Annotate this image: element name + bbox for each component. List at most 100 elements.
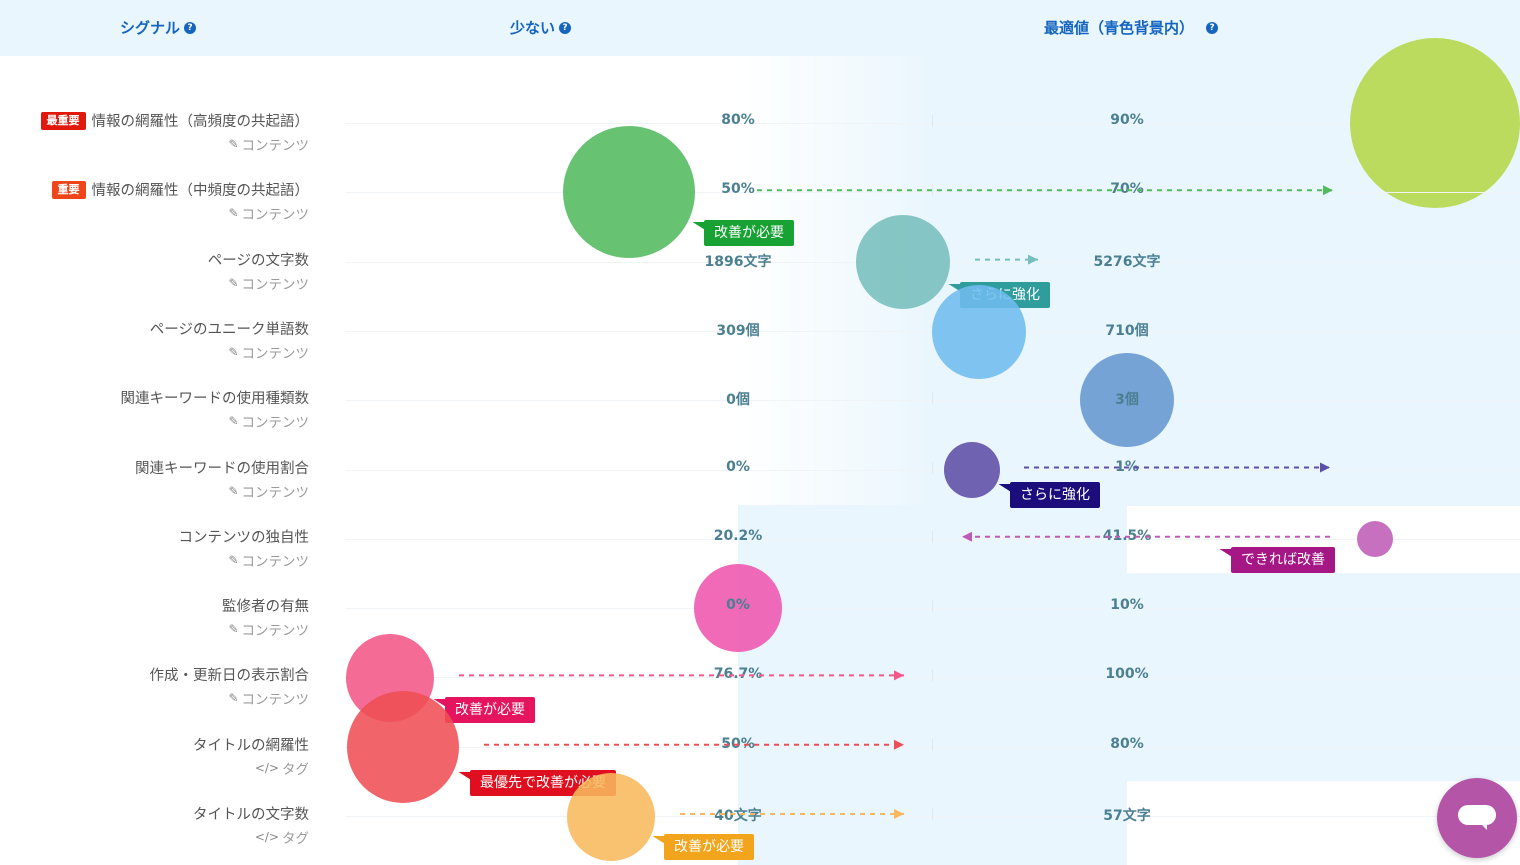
score-bubble xyxy=(856,215,950,309)
mid-tick xyxy=(932,115,933,127)
signal-name: タイトルの網羅性 xyxy=(193,737,309,754)
signal-category: ✎ コンテンツ xyxy=(228,203,309,223)
optimal-range-background xyxy=(738,505,1127,865)
signal-label: 重要 情報の網羅性（中頻度の共起語） xyxy=(51,179,310,200)
signal-name: 情報の網羅性（高頻度の共起語） xyxy=(91,114,310,130)
optimal-value: 100% xyxy=(1105,666,1149,683)
low-value: 0個 xyxy=(726,392,750,409)
signal-label: コンテンツの独自性 xyxy=(179,526,310,547)
signal-name: 情報の網羅性（中頻度の共起語） xyxy=(91,183,310,200)
help-icon[interactable]: ? xyxy=(1206,21,1219,34)
score-bubble xyxy=(932,285,1026,379)
signal-label: ページの文字数 xyxy=(208,249,309,270)
signal-category: ✎ コンテンツ xyxy=(228,481,309,501)
signal-name: ページのユニーク単語数 xyxy=(149,321,309,338)
trend-arrow-head xyxy=(1028,254,1038,265)
status-callout: さらに強化 xyxy=(1010,482,1100,508)
help-icon[interactable]: ? xyxy=(559,21,572,34)
trend-arrow-head xyxy=(894,670,904,681)
low-value: 0% xyxy=(726,597,750,614)
signal-label: 最重要 情報の網羅性（高頻度の共起語） xyxy=(40,110,310,131)
optimal-value: 5276文字 xyxy=(1093,253,1161,270)
status-callout: 改善が必要 xyxy=(664,834,754,860)
category-label: コンテンツ xyxy=(241,138,310,154)
signal-category: ✎ コンテンツ xyxy=(228,688,309,708)
optimal-value: 710個 xyxy=(1105,322,1149,339)
score-bubble xyxy=(1080,353,1174,447)
edit-icon: ✎ xyxy=(228,275,239,290)
signal-category: </> タグ xyxy=(255,827,309,847)
signal-category: ✎ コンテンツ xyxy=(228,134,309,154)
code-icon: </> xyxy=(254,830,279,844)
signal-name: 関連キーワードの使用割合 xyxy=(135,460,309,477)
low-value: 20.2% xyxy=(713,527,763,544)
optimal-value: 10% xyxy=(1110,597,1144,614)
signal-label: 監修者の有無 xyxy=(222,595,309,616)
mid-tick xyxy=(932,461,933,474)
edit-icon: ✎ xyxy=(228,622,239,637)
low-value: 1896文字 xyxy=(704,253,772,270)
low-value: 80% xyxy=(721,112,755,128)
signal-name: 監修者の有無 xyxy=(222,599,309,616)
mid-tick xyxy=(932,738,933,751)
mid-tick xyxy=(932,530,933,543)
low-value: 309個 xyxy=(716,322,760,339)
table-header: シグナル ? 少ない ? 最適値（青色背景内） ? xyxy=(0,0,1520,56)
category-label: コンテンツ xyxy=(241,276,310,293)
header-low-label: 少ない xyxy=(510,19,556,37)
category-label: コンテンツ xyxy=(241,207,310,224)
priority-badge: 重要 xyxy=(51,180,86,199)
header-low: 少ない ? xyxy=(510,17,572,38)
optimal-value: 80% xyxy=(1110,735,1144,752)
status-callout: 改善が必要 xyxy=(704,220,794,246)
signal-name: コンテンツの独自性 xyxy=(178,529,310,546)
low-value: 50% xyxy=(721,735,755,752)
signal-label: タイトルの文字数 xyxy=(193,803,309,824)
signal-name: 関連キーワードの使用種類数 xyxy=(120,391,310,408)
priority-badge: 最重要 xyxy=(40,111,86,130)
trend-arrow-head xyxy=(894,809,904,819)
category-label: コンテンツ xyxy=(241,553,310,570)
chat-icon-tail xyxy=(1477,820,1487,830)
mid-tick xyxy=(932,392,933,405)
edit-icon: ✎ xyxy=(228,691,239,706)
trend-arrow-head xyxy=(894,739,904,750)
score-bubble xyxy=(944,442,1000,498)
edit-icon: ✎ xyxy=(228,483,239,498)
status-callout: できれば改善 xyxy=(1231,547,1335,573)
chat-button[interactable] xyxy=(1437,778,1517,858)
score-bubble xyxy=(1350,38,1520,208)
category-label: コンテンツ xyxy=(241,345,310,362)
category-label: タグ xyxy=(282,831,309,847)
score-bubble xyxy=(347,691,459,803)
trend-arrow-head xyxy=(962,531,972,542)
category-label: タグ xyxy=(282,761,309,778)
optimal-range-background xyxy=(1127,573,1520,781)
category-label: コンテンツ xyxy=(241,415,310,432)
edit-icon: ✎ xyxy=(228,414,239,429)
optimal-value: 70% xyxy=(1110,181,1144,198)
mid-tick xyxy=(932,600,933,613)
score-bubble xyxy=(567,773,655,861)
optimal-value: 41.5% xyxy=(1102,527,1152,544)
optimal-value: 90% xyxy=(1110,112,1144,128)
signal-label: 作成・更新日の表示割合 xyxy=(150,664,310,685)
category-label: コンテンツ xyxy=(241,484,310,501)
low-value: 50% xyxy=(721,181,755,198)
signal-label: 関連キーワードの使用割合 xyxy=(135,457,309,478)
trend-arrow-head xyxy=(1320,462,1330,473)
low-value: 40文字 xyxy=(714,808,762,824)
signal-category: ✎ コンテンツ xyxy=(228,550,309,570)
low-value: 0% xyxy=(726,458,750,475)
signal-name: 作成・更新日の表示割合 xyxy=(149,668,310,685)
status-callout: 改善が必要 xyxy=(445,697,535,723)
optimal-value: 57文字 xyxy=(1103,808,1151,824)
signal-category: ✎ コンテンツ xyxy=(228,273,309,293)
help-icon[interactable]: ? xyxy=(184,21,197,34)
edit-icon: ✎ xyxy=(228,552,239,567)
mid-tick xyxy=(932,184,933,197)
signal-label: タイトルの網羅性 xyxy=(193,734,309,755)
signal-label: 関連キーワードの使用種類数 xyxy=(121,387,310,408)
signal-label: ページのユニーク単語数 xyxy=(150,318,309,339)
